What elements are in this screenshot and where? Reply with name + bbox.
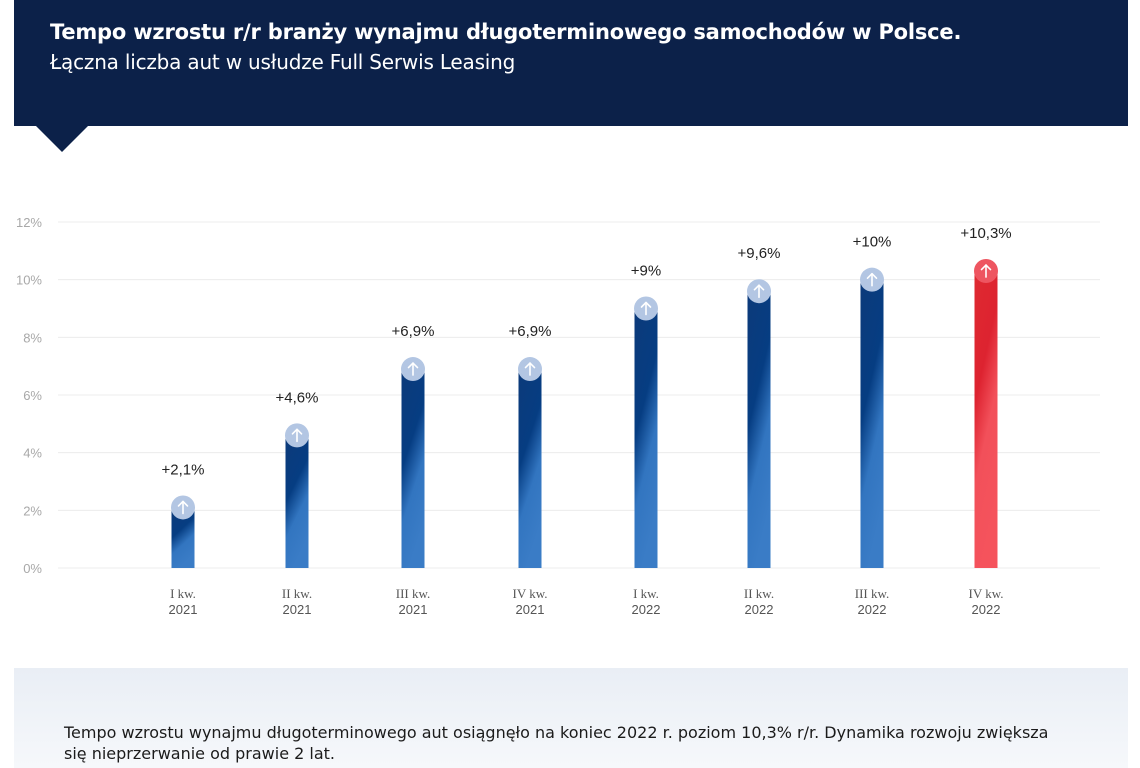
- bar: [518, 369, 542, 568]
- arrow-up-icon: [407, 362, 419, 376]
- bar: [974, 271, 998, 568]
- arrow-up-icon-head: [980, 264, 992, 271]
- data-label: +10,3%: [960, 225, 1011, 242]
- x-tick-label-year: 2022: [972, 602, 1001, 617]
- bar-group: [860, 267, 884, 568]
- header-pointer: [36, 126, 88, 152]
- data-label: +6,9%: [509, 323, 552, 340]
- arrow-up-icon: [753, 284, 765, 298]
- arrow-up-icon-head: [753, 284, 765, 291]
- bar-group: [974, 259, 998, 568]
- bar: [171, 507, 195, 568]
- x-tick-label: II kw.: [282, 586, 312, 601]
- x-tick-label: IV kw.: [968, 586, 1003, 601]
- bar-group: [401, 357, 425, 568]
- summary-text: Tempo wzrostu wynajmu długoterminowego a…: [64, 723, 1049, 763]
- x-tick-label-year: 2021: [516, 602, 545, 617]
- arrow-up-icon: [640, 301, 652, 316]
- bar-group: [634, 296, 658, 568]
- x-tick-label-year: 2021: [283, 602, 312, 617]
- arrow-up-icon-head: [177, 500, 189, 507]
- y-tick-label: 8%: [23, 330, 42, 345]
- bar-group: [518, 357, 542, 568]
- bar-group: [285, 423, 309, 568]
- bar-group: [171, 495, 195, 568]
- data-label: +2,1%: [162, 461, 205, 478]
- data-label: +9%: [631, 263, 661, 280]
- data-label: +4,6%: [276, 389, 319, 406]
- arrow-up-icon: [524, 362, 536, 376]
- arrow-up-icon: [866, 272, 878, 287]
- x-tick-label: III kw.: [855, 586, 890, 601]
- arrow-up-icon-head: [524, 362, 536, 369]
- bar-group: [747, 279, 771, 568]
- arrow-up-icon-head: [640, 301, 652, 308]
- arrow-up-icon: [177, 500, 189, 515]
- bar: [285, 435, 309, 568]
- summary-box: Tempo wzrostu wynajmu długoterminowego a…: [14, 668, 1128, 768]
- arrow-up-icon-head: [866, 272, 878, 279]
- x-tick-label: I kw.: [170, 586, 196, 601]
- y-tick-label: 0%: [23, 561, 42, 576]
- y-tick-label: 10%: [16, 273, 42, 288]
- x-tick-label-year: 2022: [858, 602, 887, 617]
- arrow-up-icon: [291, 428, 303, 443]
- bar: [860, 279, 884, 568]
- y-tick-label: 4%: [23, 446, 42, 461]
- data-label: +10%: [853, 234, 892, 251]
- arrow-up-icon-head: [291, 428, 303, 435]
- arrow-up-icon: [980, 264, 992, 278]
- bar: [401, 369, 425, 568]
- data-label: +6,9%: [392, 323, 435, 340]
- y-tick-label: 6%: [23, 388, 42, 403]
- arrow-up-icon-head: [407, 362, 419, 369]
- y-tick-label: 12%: [16, 215, 42, 230]
- x-tick-label-year: 2021: [399, 602, 428, 617]
- x-tick-label: IV kw.: [512, 586, 547, 601]
- x-tick-label: II kw.: [744, 586, 774, 601]
- chart-subtitle: Łączna liczba aut w usłudze Full Serwis …: [50, 50, 516, 74]
- bar-chart: 0% 2% 4% 6% 8% 10% 12% +2,1% +4,6% +6,9% +6,9% +9%…: [16, 215, 1100, 617]
- x-tick-label-year: 2021: [169, 602, 198, 617]
- data-label: +9,6%: [738, 245, 781, 262]
- bar: [634, 308, 658, 568]
- y-tick-label: 2%: [23, 503, 42, 518]
- x-tick-label-year: 2022: [632, 602, 661, 617]
- x-tick-label: I kw.: [633, 586, 659, 601]
- x-tick-label: III kw.: [396, 586, 431, 601]
- header-banner: [14, 0, 1128, 126]
- bar: [747, 291, 771, 568]
- chart-title: Tempo wzrostu r/r branży wynajmu długote…: [50, 20, 962, 44]
- x-tick-label-year: 2022: [745, 602, 774, 617]
